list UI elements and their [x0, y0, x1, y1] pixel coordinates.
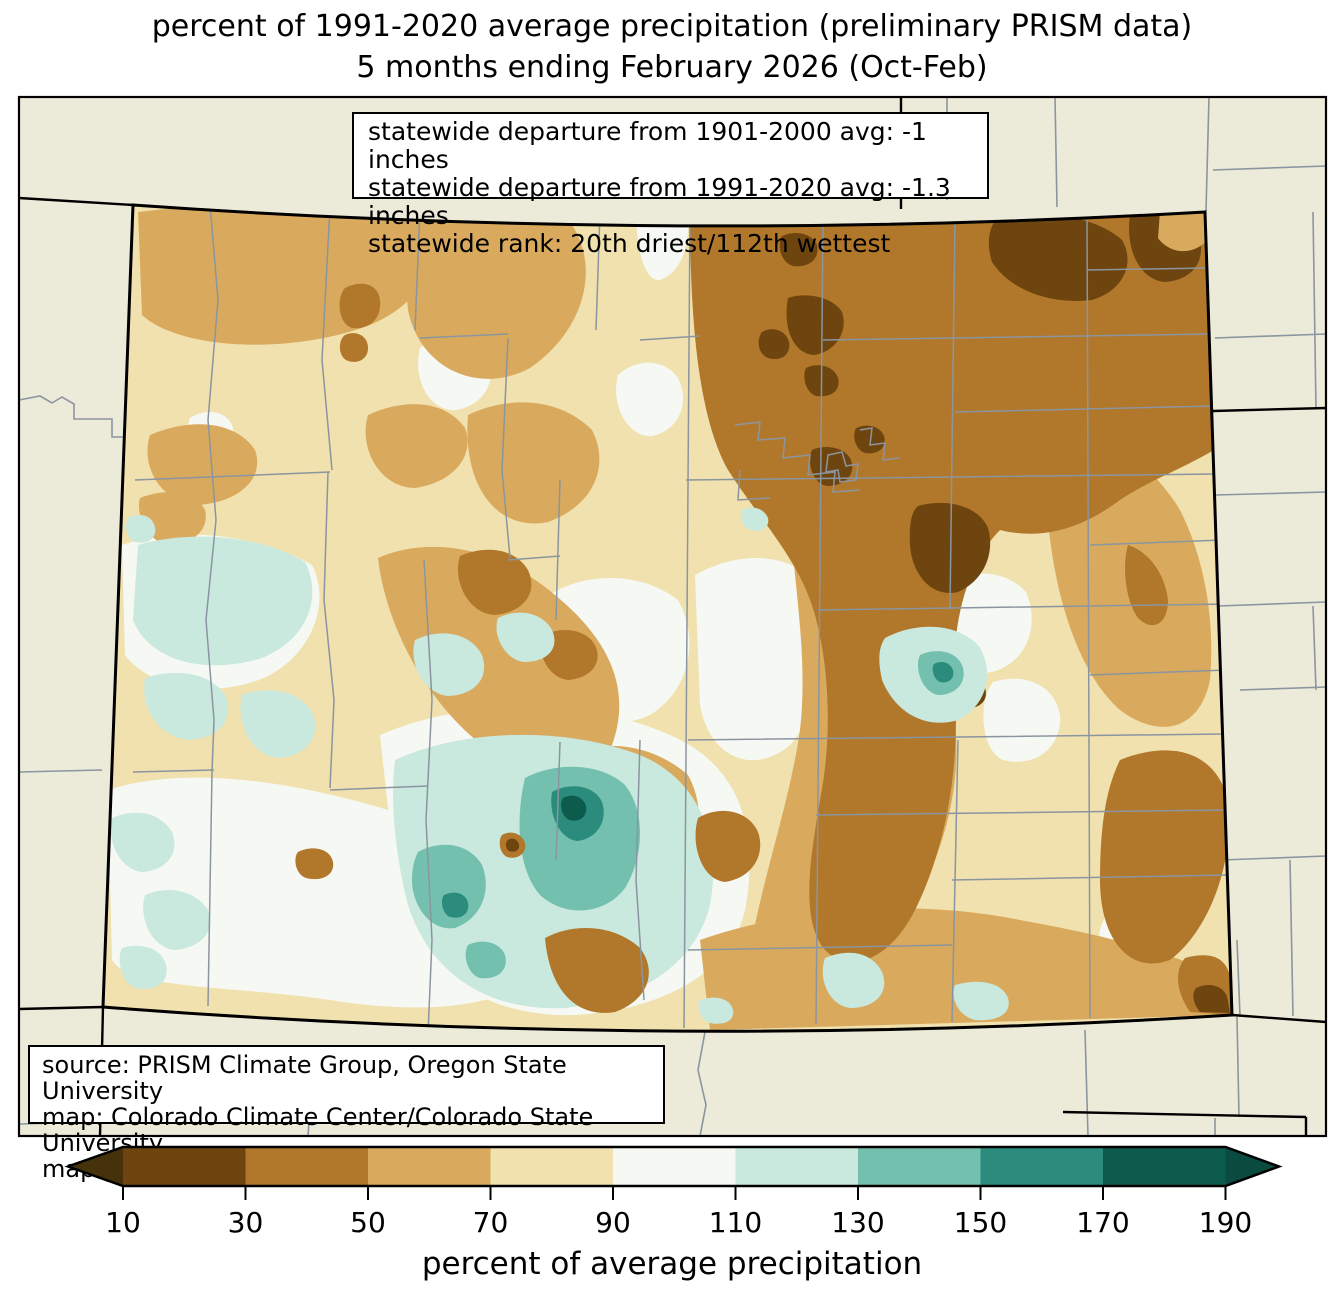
stats-line-2: statewide departure from 1991-2020 avg: … [368, 173, 951, 230]
tick-label: 70 [473, 1206, 509, 1239]
stats-line-3: statewide rank: 20th driest/112th wettes… [368, 229, 891, 258]
colorbar-axis-label: percent of average precipitation [422, 1246, 922, 1282]
title-line-2: 5 months ending February 2026 (Oct-Feb) [356, 50, 988, 85]
contour-blob [496, 612, 555, 662]
county-lines-colorado [132, 205, 1231, 1032]
contour-blob [339, 283, 381, 329]
contour-blob [695, 810, 761, 882]
contour-blob [147, 424, 258, 505]
colorbar-ticks [122, 1186, 1227, 1200]
contour-blob [442, 892, 469, 918]
stats-line-1: statewide departure from 1901-2000 avg: … [368, 117, 927, 174]
contour-blob [953, 981, 1009, 1021]
colorbar-under-arrow [68, 1147, 123, 1186]
contour-blob [540, 629, 598, 680]
contour-blob [561, 795, 587, 821]
colorado-state-outline [101, 203, 1234, 1033]
contour-blob [740, 507, 769, 531]
colorbar: 10 30 50 70 90 110 130 150 170 190 perce… [64, 1145, 1283, 1282]
contour-blob [779, 233, 818, 267]
contour-blob [126, 515, 156, 543]
tick-label: 50 [350, 1206, 386, 1239]
contour-blob [143, 890, 211, 950]
tick-label: 110 [709, 1206, 762, 1239]
contour-blob [295, 848, 334, 880]
contours-170-190 [561, 795, 587, 821]
contour-blob [988, 213, 1128, 301]
contour-blob [822, 952, 885, 1008]
contour-blob [854, 425, 885, 454]
tick-label: 130 [831, 1206, 884, 1239]
colorbar-segment [123, 1147, 246, 1186]
contour-blob [119, 945, 167, 989]
tick-label: 30 [228, 1206, 264, 1239]
colorbar-tick-labels: 10 30 50 70 90 110 130 150 170 190 [105, 1206, 1252, 1239]
contour-blob [1158, 212, 1208, 252]
colorbar-segment [368, 1147, 491, 1186]
contour-blob [467, 402, 600, 524]
contour-blob [983, 678, 1061, 762]
colorbar-over-arrow [1225, 1147, 1279, 1186]
contour-blob [138, 492, 206, 545]
colorbar-segment [1103, 1147, 1226, 1186]
contour-blob [378, 546, 620, 774]
contour-blob [909, 502, 991, 593]
contour-blob [1100, 750, 1230, 964]
map-title: percent of 1991-2020 average precipitati… [0, 6, 1344, 88]
contour-blob [365, 404, 468, 488]
tick-label: 170 [1076, 1206, 1129, 1239]
contour-blob [758, 329, 790, 360]
tick-label: 90 [595, 1206, 631, 1239]
colorbar-segment [735, 1147, 858, 1186]
contour-blob [240, 690, 316, 758]
contour-blob [133, 536, 313, 666]
source-attribution-box: source: PRISM Climate Group, Oregon Stat… [28, 1045, 665, 1182]
contour-blob [465, 941, 506, 979]
contour-blob [505, 838, 520, 852]
contour-blob [339, 333, 368, 362]
contour-blob [1193, 984, 1230, 1013]
contour-blob [616, 362, 683, 437]
colorbar-segment [245, 1147, 368, 1186]
colorbar-segment [490, 1147, 613, 1186]
colorbar-segments [123, 1147, 1226, 1186]
contour-blob [636, 212, 689, 281]
map-frame [17, 95, 1328, 1138]
contour-blob [698, 997, 734, 1024]
contour-blob [545, 927, 649, 1013]
source-line-1: source: PRISM Climate Group, Oregon Stat… [42, 1051, 567, 1105]
contour-blob [695, 558, 829, 761]
tick-label: 190 [1199, 1206, 1252, 1239]
statewide-stats-box: statewide departure from 1901-2000 avg: … [352, 112, 989, 258]
contour-blob [144, 672, 229, 740]
colorbar-segment [613, 1147, 736, 1186]
contour-blob [457, 549, 532, 615]
contour-blob [932, 662, 954, 683]
colorbar-segment [858, 1147, 981, 1186]
contour-overlay-spots [295, 212, 1208, 1013]
colorado-contour-fills [103, 205, 1232, 1032]
colorbar-segment [980, 1147, 1103, 1186]
contour-blob [110, 812, 175, 872]
title-line-1: percent of 1991-2020 average precipitati… [151, 9, 1193, 44]
tick-label: 10 [105, 1206, 141, 1239]
tick-label: 150 [954, 1206, 1007, 1239]
